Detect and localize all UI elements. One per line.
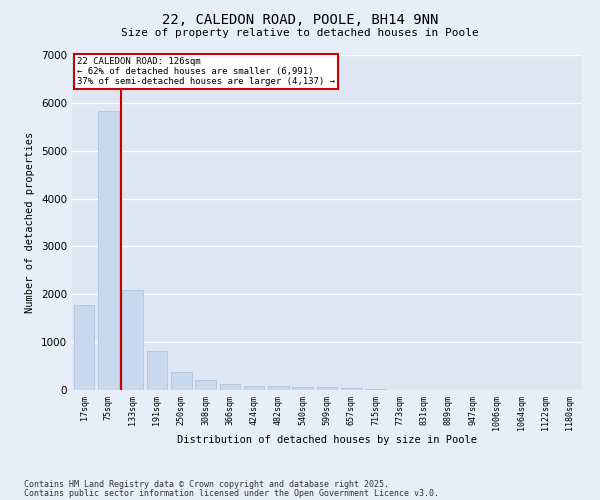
Text: 22, CALEDON ROAD, POOLE, BH14 9NN: 22, CALEDON ROAD, POOLE, BH14 9NN [162,12,438,26]
Bar [98,112,119,390]
Y-axis label: Number of detached properties: Number of detached properties [25,132,35,313]
Bar [122,290,143,390]
X-axis label: Distribution of detached houses by size in Poole: Distribution of detached houses by size … [177,436,477,446]
Text: Size of property relative to detached houses in Poole: Size of property relative to detached ho… [121,28,479,38]
Text: Contains public sector information licensed under the Open Government Licence v3: Contains public sector information licen… [24,489,439,498]
Bar [292,387,313,390]
Bar [317,388,337,390]
Bar [74,305,94,390]
Bar [365,389,386,390]
Bar [146,351,167,390]
Bar [341,388,362,390]
Text: 22 CALEDON ROAD: 126sqm
← 62% of detached houses are smaller (6,991)
37% of semi: 22 CALEDON ROAD: 126sqm ← 62% of detache… [77,56,335,86]
Bar [244,386,265,390]
Text: Contains HM Land Registry data © Crown copyright and database right 2025.: Contains HM Land Registry data © Crown c… [24,480,389,489]
Bar [195,380,216,390]
Bar [220,384,240,390]
Bar [268,386,289,390]
Bar [171,372,191,390]
